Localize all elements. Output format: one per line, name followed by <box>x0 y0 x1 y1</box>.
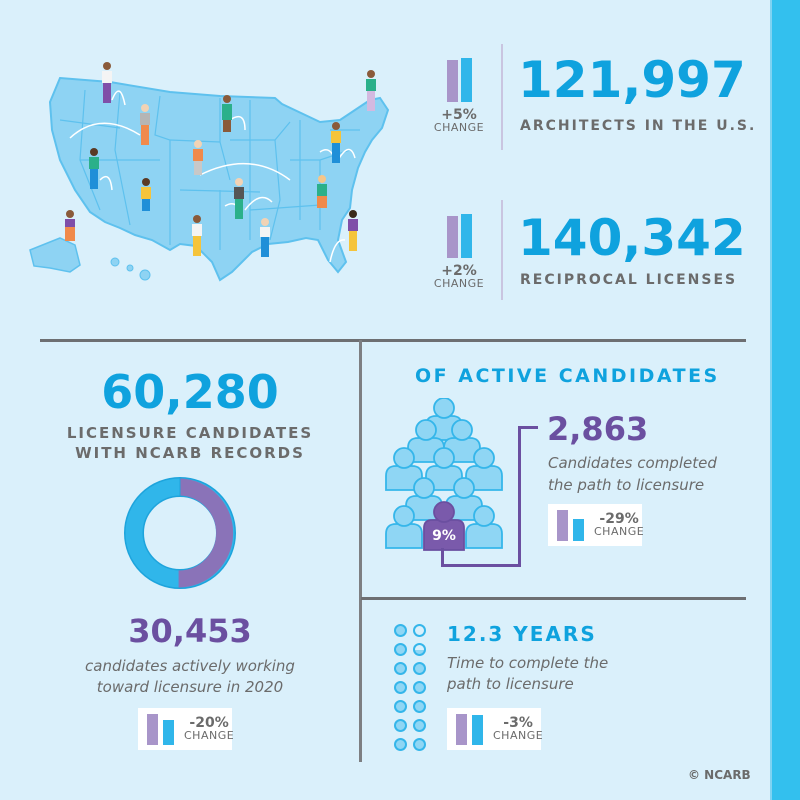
candidates-donut-chart <box>124 477 236 589</box>
active-candidates-count: 30,453 <box>128 612 252 650</box>
connector-line <box>518 426 538 429</box>
completed-count: 2,863 <box>547 410 649 448</box>
years-change-badge: -3% CHANGE <box>447 708 544 750</box>
years-change-label: CHANGE <box>493 729 544 742</box>
candidates-count: 60,280 <box>101 365 279 419</box>
connector-line <box>441 548 444 566</box>
change-bars-icon <box>428 214 490 258</box>
change-bars-icon <box>557 509 584 541</box>
us-map-illustration <box>20 40 400 300</box>
years-dot-grid-icon <box>394 624 434 754</box>
us-map-svg <box>29 62 390 282</box>
candidates-change-label: CHANGE <box>184 729 235 742</box>
candidates-change-badge: -20% CHANGE <box>138 708 235 750</box>
stat-divider <box>501 200 503 300</box>
change-bars-icon <box>147 713 174 745</box>
highlighted-person-icon <box>423 501 465 551</box>
reciprocal-change-label: CHANGE <box>433 277 485 290</box>
architects-change-label: CHANGE <box>433 121 485 134</box>
architect-figures <box>65 62 376 257</box>
candidates-change-pct: -20% <box>189 715 229 731</box>
active-section-title: OF ACTIVE CANDIDATES <box>415 365 720 387</box>
candidates-label-line2: WITH NCARB RECORDS <box>75 444 305 462</box>
years-change-pct: -3% <box>503 715 533 731</box>
architects-count: 121,997 <box>518 51 746 109</box>
completed-change-label: CHANGE <box>594 525 645 538</box>
copyright-label: © NCARB <box>688 768 751 782</box>
architects-change-indicator: +5% CHANGE <box>428 58 490 134</box>
right-accent-stripe <box>770 0 800 800</box>
change-bars-icon <box>428 58 490 102</box>
section-divider-right <box>361 597 746 600</box>
architects-change-pct: +5% <box>441 107 477 123</box>
active-candidates-desc-line1: candidates actively working <box>85 657 295 675</box>
years-value: 12.3 YEARS <box>447 622 597 646</box>
years-desc-line1: Time to complete the <box>447 654 609 672</box>
section-divider-vertical <box>359 340 362 762</box>
connector-line <box>518 426 521 567</box>
active-candidates-desc-line2: toward licensure in 2020 <box>96 678 284 696</box>
completed-desc-line1: Candidates completed <box>548 454 717 472</box>
section-divider-horizontal <box>40 339 746 342</box>
reciprocal-label: RECIPROCAL LICENSES <box>520 272 738 288</box>
reciprocal-count: 140,342 <box>518 209 746 267</box>
connector-line <box>441 564 521 567</box>
people-pyramid-icon <box>384 397 504 568</box>
candidates-label-line1: LICENSURE CANDIDATES <box>66 424 314 442</box>
completed-change-badge: -29% CHANGE <box>548 504 645 546</box>
completed-desc-line2: the path to licensure <box>548 476 705 494</box>
stat-divider <box>501 44 503 150</box>
architects-label: ARCHITECTS IN THE U.S. <box>520 118 757 134</box>
completed-change-pct: -29% <box>599 511 639 527</box>
reciprocal-change-indicator: +2% CHANGE <box>428 214 490 290</box>
change-bars-icon <box>456 713 483 745</box>
pyramid-percent-label: 9% <box>432 528 456 544</box>
reciprocal-change-pct: +2% <box>441 263 477 279</box>
years-desc-line2: path to licensure <box>447 675 574 693</box>
